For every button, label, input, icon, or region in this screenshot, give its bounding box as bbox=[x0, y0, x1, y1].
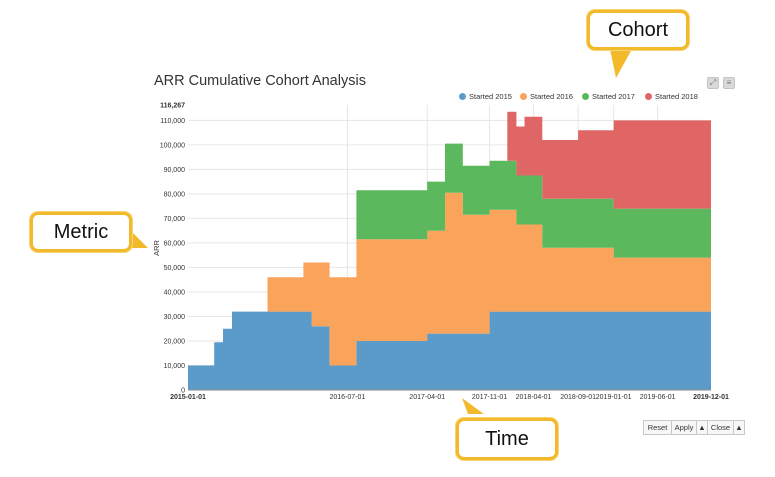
expand-icon[interactable]: ⤢ bbox=[707, 77, 719, 89]
x-tick-label: 2018-04-01 bbox=[516, 394, 552, 401]
series-areas bbox=[188, 111, 711, 390]
series-area-started-2015 bbox=[188, 311, 711, 390]
legend-label: Started 2017 bbox=[592, 92, 635, 101]
apply-button[interactable]: Apply bbox=[671, 420, 697, 435]
legend-marker bbox=[459, 93, 466, 100]
x-tick-label: 2016-07-01 bbox=[329, 394, 365, 401]
x-tick-label: 2019-01-01 bbox=[596, 394, 632, 401]
y-tick-label: 110,000 bbox=[160, 118, 185, 125]
legend-item[interactable]: Started 2018 bbox=[645, 92, 698, 101]
menu-icon[interactable]: ≡ bbox=[723, 77, 735, 89]
y-tick-label: 80,000 bbox=[164, 191, 186, 198]
y-tick-label: 90,000 bbox=[164, 167, 186, 174]
chart-title: ARR Cumulative Cohort Analysis bbox=[154, 73, 366, 89]
legend-item[interactable]: Started 2016 bbox=[520, 92, 573, 101]
x-tick-label: 2019-12-01 bbox=[693, 394, 729, 401]
y-tick-label: 40,000 bbox=[164, 289, 186, 296]
y-tick-label: 70,000 bbox=[164, 216, 186, 223]
legend-item[interactable]: Started 2017 bbox=[582, 92, 635, 101]
series-area-started-2016 bbox=[188, 192, 711, 366]
axes: 0 10,000 20,000 30,000 40,000 50,000 60,000 70,… bbox=[152, 103, 729, 402]
cohort-callout: Cohort bbox=[587, 10, 689, 50]
legend-label: Started 2015 bbox=[469, 92, 512, 101]
legend-marker bbox=[520, 93, 527, 100]
legend-item[interactable]: Started 2015 bbox=[459, 92, 512, 101]
metric-callout: Metric bbox=[30, 212, 132, 252]
y-axis-label: ARR bbox=[152, 240, 161, 256]
x-tick-label: 2019-06-01 bbox=[640, 394, 676, 401]
y-tick-label: 100,000 bbox=[160, 142, 185, 149]
close-button[interactable]: Close bbox=[707, 420, 734, 435]
x-tick-label: 2018-09-01 bbox=[560, 394, 596, 401]
close-menu-button[interactable]: ▲ bbox=[733, 420, 745, 435]
x-tick-label: 2017-04-01 bbox=[409, 394, 445, 401]
y-tick-label: 50,000 bbox=[164, 265, 186, 272]
legend-marker bbox=[645, 93, 652, 100]
y-tick-label: 60,000 bbox=[164, 240, 186, 247]
y-tick-label: 30,000 bbox=[164, 314, 186, 321]
x-tick-label: 2015-01-01 bbox=[170, 394, 206, 401]
y-tick-label: 116,267 bbox=[160, 103, 185, 110]
legend-label: Started 2016 bbox=[530, 92, 573, 101]
x-tick-label: 2017-11-01 bbox=[472, 394, 507, 401]
y-tick-label: 0 bbox=[181, 388, 185, 395]
y-tick-label: 10,000 bbox=[164, 363, 186, 370]
legend-marker bbox=[582, 93, 589, 100]
series-area-started-2018 bbox=[188, 111, 711, 366]
time-callout: Time bbox=[456, 418, 558, 460]
reset-button[interactable]: Reset bbox=[643, 420, 672, 435]
y-tick-label: 20,000 bbox=[164, 338, 186, 345]
series-area-started-2017 bbox=[188, 143, 711, 366]
legend-label: Started 2018 bbox=[655, 92, 698, 101]
